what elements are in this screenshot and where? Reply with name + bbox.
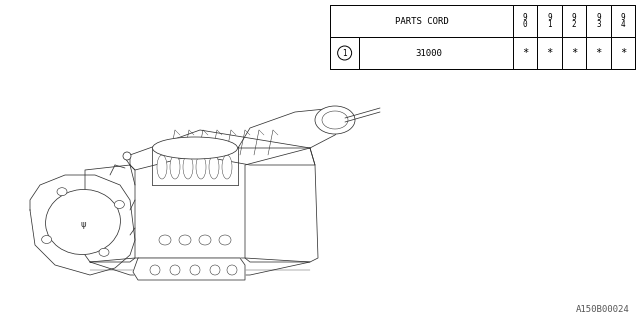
Bar xyxy=(359,37,513,69)
Circle shape xyxy=(338,46,351,60)
Text: 9
1: 9 1 xyxy=(547,12,552,29)
Ellipse shape xyxy=(115,201,124,209)
Polygon shape xyxy=(30,175,135,275)
Bar xyxy=(513,5,538,37)
Text: 9
4: 9 4 xyxy=(621,12,625,29)
Text: ψ: ψ xyxy=(80,220,86,228)
Circle shape xyxy=(150,265,160,275)
Ellipse shape xyxy=(51,195,115,249)
Bar xyxy=(611,37,635,69)
Bar xyxy=(538,37,562,69)
Ellipse shape xyxy=(315,106,355,134)
Ellipse shape xyxy=(65,207,101,237)
Ellipse shape xyxy=(123,152,131,160)
Ellipse shape xyxy=(45,189,120,254)
Bar xyxy=(513,37,538,69)
Text: *: * xyxy=(620,48,626,58)
Ellipse shape xyxy=(42,236,52,244)
Ellipse shape xyxy=(179,235,191,245)
Text: *: * xyxy=(547,48,553,58)
Text: 9
0: 9 0 xyxy=(523,12,527,29)
Circle shape xyxy=(170,265,180,275)
Text: *: * xyxy=(571,48,577,58)
Ellipse shape xyxy=(170,155,180,179)
Ellipse shape xyxy=(159,235,171,245)
Text: *: * xyxy=(595,48,602,58)
Circle shape xyxy=(227,265,237,275)
Ellipse shape xyxy=(196,155,206,179)
Polygon shape xyxy=(238,108,345,148)
Text: 31000: 31000 xyxy=(415,49,442,58)
Ellipse shape xyxy=(157,155,167,179)
Ellipse shape xyxy=(322,111,348,129)
Polygon shape xyxy=(130,130,315,170)
Circle shape xyxy=(190,265,200,275)
Text: PARTS CORD: PARTS CORD xyxy=(395,17,449,26)
Ellipse shape xyxy=(219,235,231,245)
Bar xyxy=(330,37,359,69)
Text: 1: 1 xyxy=(342,49,347,58)
Bar xyxy=(330,5,513,37)
Ellipse shape xyxy=(222,155,232,179)
Ellipse shape xyxy=(99,248,109,256)
Text: 9
3: 9 3 xyxy=(596,12,601,29)
Polygon shape xyxy=(245,148,318,262)
Bar xyxy=(586,37,611,69)
Polygon shape xyxy=(90,258,310,275)
Text: *: * xyxy=(522,48,529,58)
Bar xyxy=(538,5,562,37)
Ellipse shape xyxy=(199,235,211,245)
Bar xyxy=(562,37,586,69)
Bar xyxy=(330,5,635,69)
Polygon shape xyxy=(133,258,245,280)
Ellipse shape xyxy=(57,188,67,196)
Bar xyxy=(586,5,611,37)
Text: 9
2: 9 2 xyxy=(572,12,576,29)
Circle shape xyxy=(210,265,220,275)
Text: A150B00024: A150B00024 xyxy=(576,305,630,314)
Ellipse shape xyxy=(183,155,193,179)
Polygon shape xyxy=(85,165,135,262)
Ellipse shape xyxy=(209,155,219,179)
Ellipse shape xyxy=(152,137,237,159)
Bar xyxy=(611,5,635,37)
Bar xyxy=(562,5,586,37)
